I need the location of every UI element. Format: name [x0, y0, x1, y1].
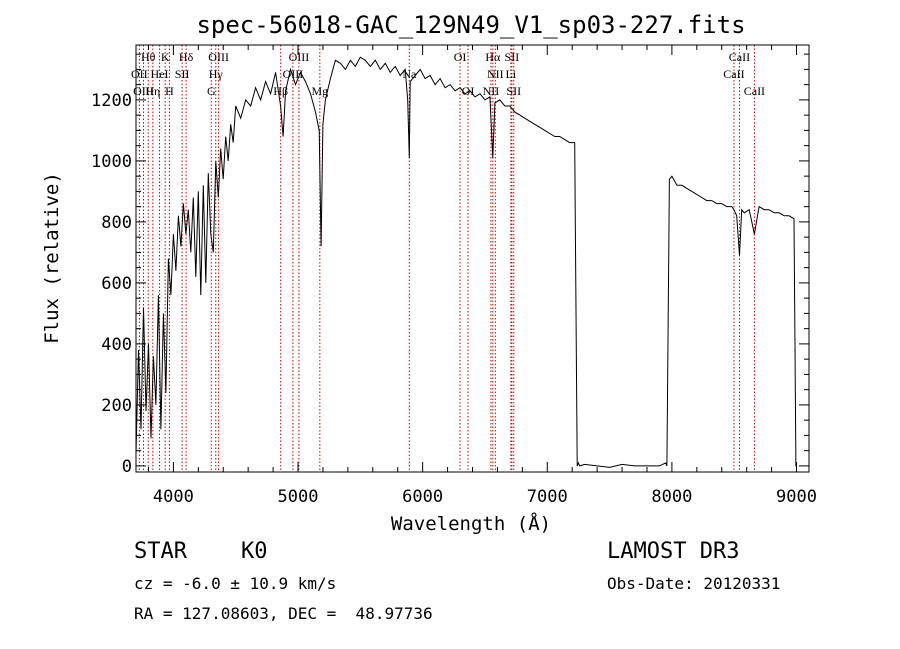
line-marker-label: OIII — [133, 84, 154, 98]
line-marker-label: OII — [131, 67, 148, 81]
y-tick-label: 400 — [101, 335, 132, 355]
line-marker-label: Li — [506, 67, 517, 81]
obs-date: Obs-Date: 20120331 — [607, 574, 781, 593]
redshift-text: cz = -6.0 ± 10.9 km/s — [134, 574, 337, 593]
line-marker-label: Hα — [485, 50, 501, 64]
line-marker-label: H — [165, 84, 174, 98]
line-marker-label: K — [161, 50, 170, 64]
line-marker-label: SII — [505, 50, 520, 64]
line-marker-label: OI — [462, 84, 475, 98]
line-marker-label: Hβ — [273, 84, 288, 98]
spectrum-chart: spec-56018-GAC_129N49_V1_sp03-227.fits H… — [41, 11, 817, 535]
line-marker-label: Hθ — [141, 50, 156, 64]
x-tick-label: 8000 — [651, 487, 692, 507]
line-markers — [138, 45, 755, 472]
line-marker-label: NII — [487, 67, 504, 81]
x-tick-label: 7000 — [527, 487, 568, 507]
line-marker-label: G — [207, 84, 216, 98]
object-subclass: K0 — [241, 539, 268, 564]
y-tick-label: 1200 — [91, 91, 132, 111]
x-tick-label: 9000 — [776, 487, 817, 507]
line-marker-label: NII — [483, 84, 500, 98]
line-marker-label: Hδ — [179, 50, 194, 64]
x-tick-label: 6000 — [402, 487, 443, 507]
y-axis-label: Flux (relative) — [41, 172, 63, 344]
line-marker-label: Hγ — [209, 67, 224, 81]
y-axis: 0 200 400 600 800 1000 1200 — [91, 53, 809, 477]
x-tick-label: 4000 — [153, 487, 194, 507]
x-axis: 4000 5000 6000 7000 8000 9000 — [147, 45, 817, 507]
line-marker-label: Na — [402, 67, 417, 81]
line-marker-label: OI — [454, 50, 467, 64]
coordinates: RA = 127.08603, DEC = 48.97736 — [134, 604, 433, 623]
line-marker-label: SII — [506, 84, 521, 98]
line-marker-label: CaII — [744, 84, 765, 98]
y-tick-label: 200 — [101, 396, 132, 416]
line-marker-label: OIII — [289, 50, 310, 64]
chart-title: spec-56018-GAC_129N49_V1_sp03-227.fits — [196, 11, 745, 39]
line-marker-label: CaII — [729, 50, 750, 64]
survey-name: LAMOST DR3 — [607, 539, 740, 564]
line-marker-label: CaII — [723, 67, 744, 81]
x-tick-label: 5000 — [278, 487, 319, 507]
y-tick-label: 1000 — [91, 152, 132, 172]
object-class: STAR — [134, 539, 187, 564]
y-tick-label: 0 — [122, 457, 132, 477]
line-marker-label: SII — [175, 67, 190, 81]
y-tick-label: 600 — [101, 274, 132, 294]
line-marker-label: HeI — [151, 67, 169, 81]
line-marker-label: Mg — [311, 84, 328, 98]
line-marker-label: Hη — [145, 84, 160, 98]
x-axis-label: Wavelength (Å) — [391, 512, 551, 535]
line-marker-label: OIII — [208, 50, 229, 64]
spectrum-line — [135, 56, 797, 468]
y-tick-label: 800 — [101, 213, 132, 233]
